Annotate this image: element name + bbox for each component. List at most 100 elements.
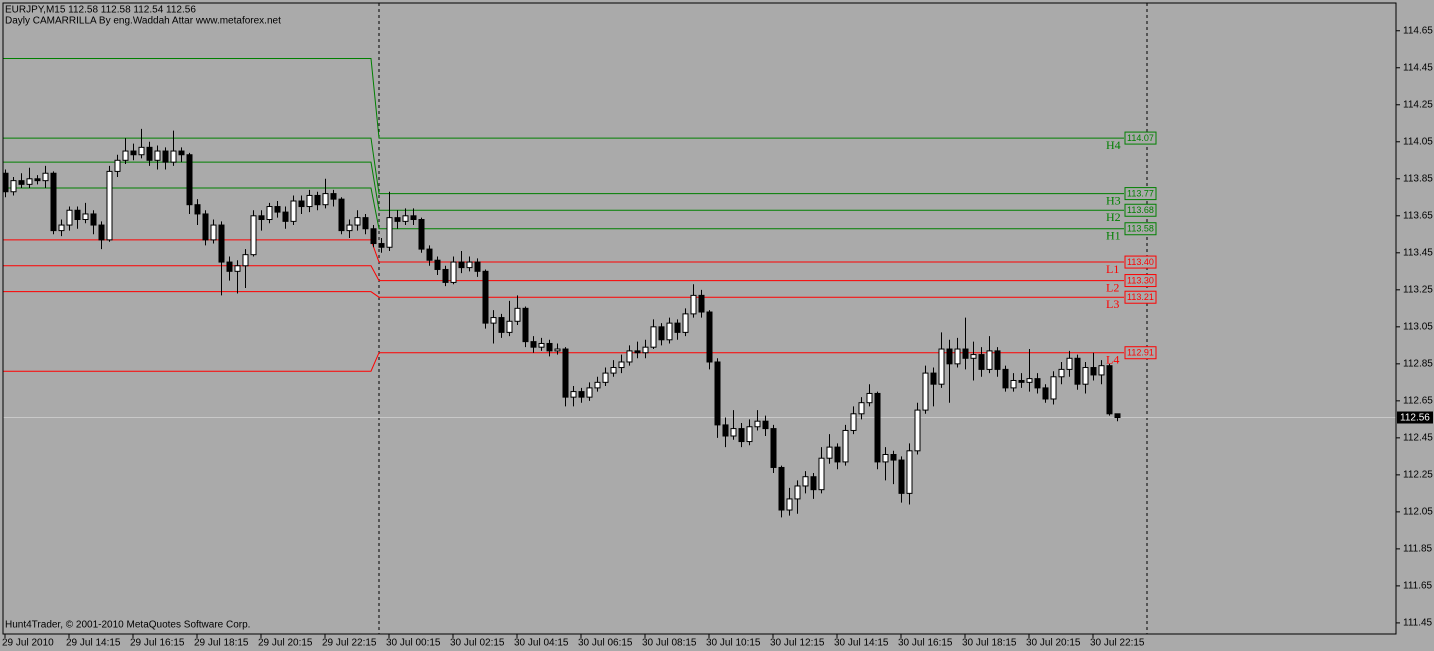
level-name: H3	[1106, 193, 1121, 207]
candle-body	[914, 409, 921, 452]
candle-body	[338, 198, 345, 232]
candle-body	[570, 391, 577, 398]
y-tick-label: 111.85	[1403, 544, 1433, 555]
candle-body	[266, 206, 273, 221]
candle-body	[850, 413, 857, 431]
level-value-label: 113.21	[1127, 292, 1154, 302]
level-name: H1	[1106, 229, 1121, 243]
candle-body	[290, 200, 297, 222]
candle-body	[346, 224, 353, 232]
candle-body	[514, 307, 521, 322]
x-tick-label: 30 Jul 18:15	[962, 638, 1017, 649]
candle-body	[578, 391, 585, 398]
x-tick-label: 30 Jul 14:15	[834, 638, 889, 649]
candle-body	[930, 372, 937, 385]
candle-body	[810, 476, 817, 491]
x-tick-label: 30 Jul 08:15	[642, 638, 697, 649]
candle-body	[1042, 387, 1049, 400]
candle-body	[394, 217, 401, 222]
candle-body	[618, 361, 625, 369]
candle-body	[690, 294, 697, 315]
candle-body	[330, 193, 337, 200]
candle-body	[450, 261, 457, 283]
candle-body	[1106, 365, 1113, 415]
candle-body	[186, 154, 193, 206]
candle-body	[1114, 413, 1121, 418]
candle-body	[138, 146, 145, 156]
candle-body	[746, 426, 753, 443]
x-tick-label: 30 Jul 00:15	[386, 638, 441, 649]
candle-body	[18, 180, 25, 185]
candle-body	[682, 313, 689, 333]
candle-body	[754, 420, 761, 428]
level-line	[3, 291, 1124, 298]
candle-body	[602, 372, 609, 383]
candle-body	[650, 326, 657, 348]
level-name: H4	[1106, 138, 1121, 152]
level-box	[1124, 222, 1157, 236]
candle-body	[466, 261, 473, 269]
candle-body	[714, 361, 721, 426]
candle-body	[258, 215, 265, 221]
level-box	[1124, 131, 1157, 145]
y-tick-label: 112.65	[1403, 395, 1433, 406]
y-tick-label: 114.25	[1403, 99, 1433, 110]
candle-body	[170, 150, 177, 163]
candle-body	[242, 254, 249, 267]
candle-body	[730, 428, 737, 437]
candle-body	[474, 261, 481, 272]
candle-body	[834, 446, 841, 463]
candle-body	[58, 224, 65, 232]
x-tick-label: 30 Jul 06:15	[578, 638, 633, 649]
candle-body	[858, 402, 865, 415]
level-box	[1124, 187, 1157, 201]
candle-body	[698, 294, 705, 313]
x-tick-label: 30 Jul 16:15	[898, 638, 953, 649]
candle-body	[210, 224, 217, 241]
candle-body	[498, 317, 505, 333]
candle-body	[458, 261, 465, 269]
candle-body	[986, 350, 993, 370]
candle-body	[546, 342, 553, 352]
candle-body	[482, 270, 489, 324]
y-tick-label: 111.45	[1403, 618, 1433, 629]
candle-body	[1098, 365, 1105, 376]
y-tick-label: 113.65	[1403, 210, 1433, 221]
y-tick-label: 113.25	[1403, 284, 1433, 295]
candle-body	[938, 348, 945, 385]
candle-body	[674, 322, 681, 333]
candle-body	[762, 420, 769, 430]
candle-body	[178, 150, 185, 156]
y-tick-label: 114.45	[1403, 62, 1433, 73]
x-tick-label: 30 Jul 02:15	[450, 638, 505, 649]
current-price-label: 112.56	[1400, 413, 1430, 424]
x-tick-label: 29 Jul 2010	[2, 638, 54, 649]
candle-body	[826, 446, 833, 459]
candle-body	[978, 354, 985, 370]
candle-body	[226, 261, 233, 272]
candle-body	[306, 194, 313, 208]
candle-body	[146, 146, 153, 161]
candle-body	[722, 424, 729, 437]
level-value-label: 113.77	[1127, 188, 1154, 198]
level-line	[3, 265, 1124, 282]
candle-body	[1082, 367, 1089, 385]
candle-body	[794, 485, 801, 500]
x-tick-label: 29 Jul 14:15	[66, 638, 121, 649]
candle-body	[530, 341, 537, 348]
level-line	[3, 239, 1124, 263]
level-value-label: 113.68	[1127, 205, 1154, 215]
candle-body	[122, 150, 129, 161]
candle-body	[314, 194, 321, 206]
x-tick-label: 29 Jul 18:15	[194, 638, 249, 649]
x-tick-label: 29 Jul 16:15	[130, 638, 185, 649]
candle-body	[586, 387, 593, 398]
level-value-label: 113.30	[1127, 275, 1154, 285]
chart-title: EURJPY,M15 112.58 112.58 112.54 112.56	[5, 5, 196, 16]
candle-body	[418, 219, 425, 250]
level-box	[1124, 290, 1157, 304]
candle-body	[626, 350, 633, 363]
candle-body	[154, 150, 161, 161]
